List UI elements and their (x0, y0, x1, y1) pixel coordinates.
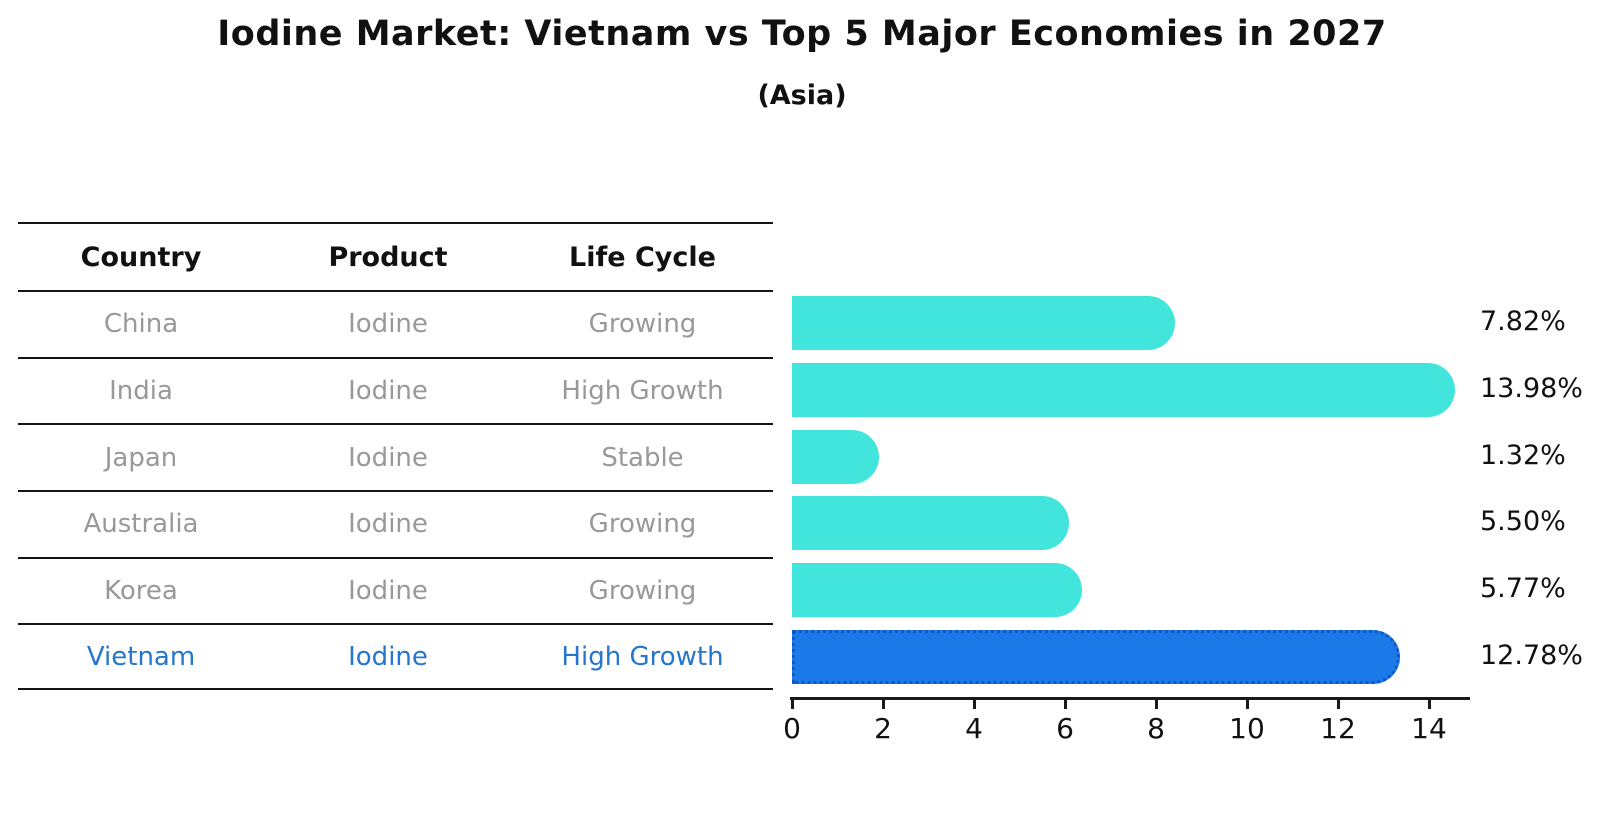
table-row-vietnam: Vietnam Iodine High Growth (18, 623, 773, 691)
x-axis-tick (1336, 700, 1340, 709)
x-axis-tick-label: 4 (965, 712, 983, 745)
cell-country: Australia (83, 509, 199, 540)
x-axis-tick-label: 0 (783, 712, 801, 745)
cell-product: Iodine (348, 376, 428, 407)
value-label-china: 7.82% (1480, 306, 1566, 338)
table-row-korea: Korea Iodine Growing (18, 556, 773, 624)
cell-country: Japan (104, 442, 178, 473)
bar-korea (792, 563, 1082, 618)
table-row-china: China Iodine Growing (18, 290, 773, 357)
bar-australia (792, 496, 1070, 551)
x-axis-tick-label: 12 (1320, 712, 1356, 745)
table-header-row: Country Product Life Cycle (18, 222, 773, 290)
column-header-country: Country (80, 241, 202, 273)
cell-product: Iodine (348, 509, 428, 540)
cell-life-cycle: High Growth (561, 641, 724, 672)
cell-product: Iodine (348, 641, 428, 672)
value-label-japan: 1.32% (1480, 439, 1566, 471)
x-axis-tick (1154, 700, 1158, 709)
table-row-india: India Iodine High Growth (18, 356, 773, 424)
value-label-australia: 5.50% (1480, 506, 1566, 538)
bar-india (792, 363, 1456, 418)
column-header-life-cycle: Life Cycle (569, 241, 716, 273)
cell-life-cycle: High Growth (561, 376, 724, 407)
x-axis-tick (881, 700, 885, 709)
x-axis-tick-label: 2 (874, 712, 892, 745)
table-row-japan: Japan Iodine Stable (18, 423, 773, 490)
value-label-india: 13.98% (1480, 373, 1583, 405)
column-header-product: Product (328, 241, 448, 273)
x-axis-tick (1427, 700, 1431, 709)
cell-product: Iodine (348, 309, 428, 340)
bar-japan (792, 429, 880, 484)
cell-country: Korea (104, 576, 178, 607)
value-label-korea: 5.77% (1480, 573, 1566, 605)
cell-product: Iodine (348, 576, 428, 607)
country-table: Country Product Life Cycle China Iodine … (18, 222, 773, 691)
table-row-australia: Australia Iodine Growing (18, 490, 773, 557)
x-axis-tick (972, 700, 976, 709)
cell-product: Iodine (348, 442, 428, 473)
x-axis-tick-label: 6 (1056, 712, 1074, 745)
cell-country: Vietnam (86, 641, 196, 672)
bar-vietnam (792, 629, 1401, 684)
x-axis-tick (790, 700, 794, 709)
x-axis-tick (1063, 700, 1067, 709)
chart-subtitle: (Asia) (757, 80, 847, 111)
cell-life-cycle: Growing (588, 576, 697, 607)
cell-life-cycle: Growing (588, 509, 697, 540)
x-axis-tick-label: 10 (1229, 712, 1265, 745)
bar-china (792, 296, 1175, 351)
cell-country: India (109, 376, 173, 407)
x-axis-spine (790, 697, 1470, 700)
x-axis-tick (1245, 700, 1249, 709)
x-axis-tick-label: 14 (1411, 712, 1447, 745)
cell-life-cycle: Growing (588, 309, 697, 340)
value-label-vietnam: 12.78% (1480, 639, 1583, 671)
x-axis-tick-label: 8 (1147, 712, 1165, 745)
chart-title: Iodine Market: Vietnam vs Top 5 Major Ec… (217, 14, 1387, 54)
cell-life-cycle: Stable (601, 442, 684, 473)
cell-country: China (103, 309, 179, 340)
